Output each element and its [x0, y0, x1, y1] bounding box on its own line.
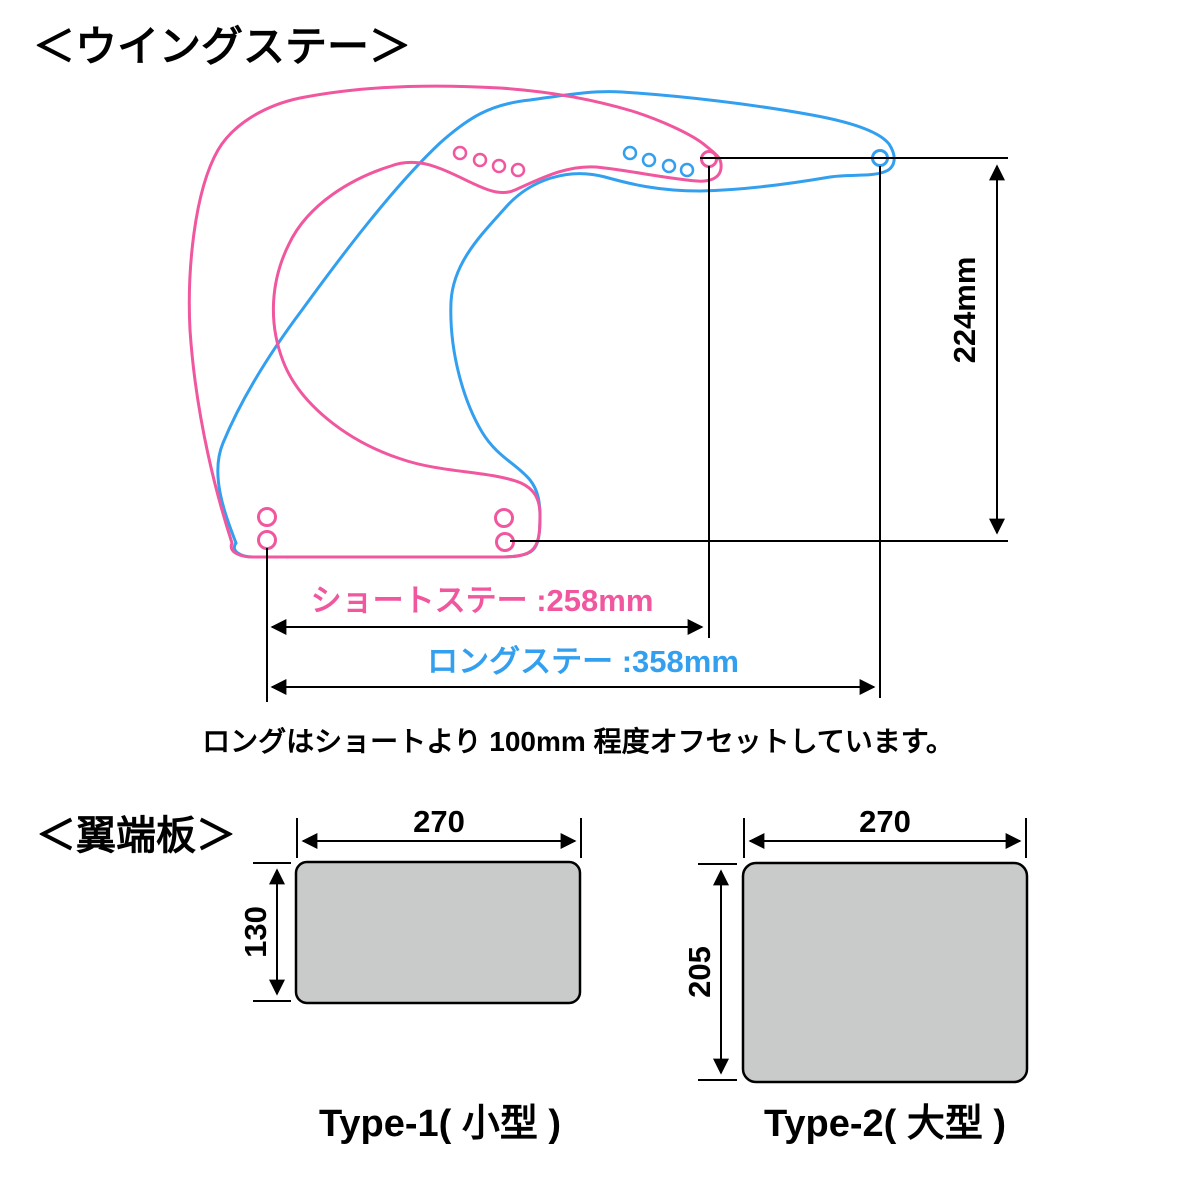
endplate-type2-shape [741, 861, 1029, 1084]
short-stay-hole [452, 145, 468, 161]
type1-name-label: Type-1( 小型 ) [319, 1103, 561, 1145]
base-hole [494, 508, 514, 528]
type1-height-label: 130 [238, 906, 273, 958]
base-hole [257, 507, 277, 527]
base-hole [257, 530, 277, 550]
short-stay-hole [491, 158, 507, 174]
short-stay-hole [510, 162, 526, 178]
long-stay-path [216, 90, 896, 559]
height-dim-label: 224mm [947, 257, 982, 364]
long-stay-outline [216, 90, 896, 559]
endplate-section-title: ＜翼端板＞ [36, 814, 236, 858]
type2-name-label: Type-2( 大型 ) [764, 1103, 1006, 1145]
short-stay-dim-label: ショートステー :258mm [311, 583, 654, 618]
short-stay-path [187, 84, 723, 559]
endplate-type2: 270 205 Type-2( 大型 ) [682, 804, 1029, 1145]
type2-height-label: 205 [682, 946, 717, 998]
short-stay-outline [187, 84, 723, 559]
type1-width-label: 270 [413, 804, 465, 839]
long-stay-hole [622, 145, 638, 161]
long-stay-hole [661, 158, 677, 174]
offset-note: ロングはショートより 100mm 程度オフセットしています。 [202, 726, 954, 757]
endplate-type1: 270 130 Type-1( 小型 ) [238, 804, 582, 1145]
endplate-type2-dims [698, 818, 1027, 1081]
stay-dimension-lines [266, 157, 1008, 702]
long-stay-hole [679, 162, 695, 178]
endplate-type1-shape [294, 860, 582, 1005]
type2-width-label: 270 [859, 804, 911, 839]
page-title: ＜ウイングステー＞ [33, 23, 411, 70]
endplate-type1-dims [253, 818, 582, 1002]
short-stay-hole [472, 152, 488, 168]
long-stay-hole [641, 152, 657, 168]
long-stay-dim-label: ロングステー :358mm [427, 644, 739, 679]
